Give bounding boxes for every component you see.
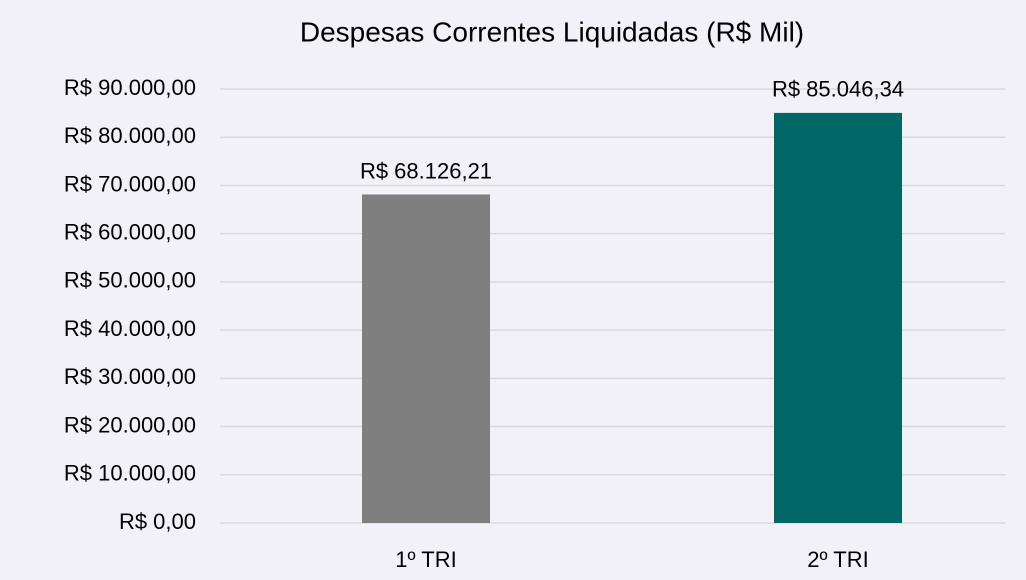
y-tick-label: R$ 80.000,00 <box>64 123 196 148</box>
y-tick-label: R$ 50.000,00 <box>64 268 196 293</box>
x-tick-label: 2º TRI <box>807 547 868 572</box>
y-tick-label: R$ 90.000,00 <box>64 75 196 100</box>
y-tick-label: R$ 0,00 <box>119 509 196 534</box>
y-tick-label: R$ 10.000,00 <box>64 461 196 486</box>
y-tick-label: R$ 70.000,00 <box>64 171 196 196</box>
x-tick-label: 1º TRI <box>395 547 456 572</box>
y-tick-label: R$ 60.000,00 <box>64 219 196 244</box>
data-label: R$ 68.126,21 <box>360 158 492 183</box>
bar <box>362 194 490 523</box>
chart-title: Despesas Correntes Liquidadas (R$ Mil) <box>300 16 804 47</box>
bar <box>774 112 902 524</box>
data-label: R$ 85.046,34 <box>772 77 904 102</box>
y-tick-label: R$ 40.000,00 <box>64 316 196 341</box>
y-tick-label: R$ 20.000,00 <box>64 412 196 437</box>
y-tick-label: R$ 30.000,00 <box>64 364 196 389</box>
